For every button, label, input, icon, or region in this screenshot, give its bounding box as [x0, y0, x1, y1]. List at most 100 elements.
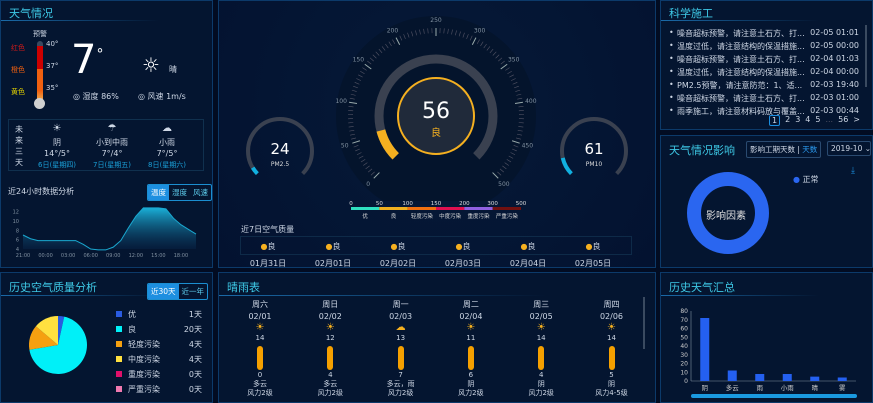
scale-label: 轻度污染 — [411, 212, 434, 220]
dial-tick: 500 — [498, 181, 510, 188]
bullet: • — [669, 80, 674, 89]
warning-level-label: 黄色 — [11, 88, 25, 96]
dial-tick-mark — [516, 133, 522, 136]
item-time: 02-04 01:03 — [810, 54, 859, 63]
pm25-progress — [251, 166, 259, 176]
list-item[interactable]: • PM2.5预警，请注意防范：1、适... 02-03 19:40 — [669, 80, 859, 92]
legend-label: 优 — [128, 310, 136, 319]
dial-tick-mark — [348, 106, 354, 108]
aqi-progress — [376, 129, 400, 160]
page-3[interactable]: 3 — [795, 115, 801, 124]
tab-1[interactable]: 近一年 — [181, 287, 205, 296]
tab-1[interactable]: 湿度 — [172, 188, 187, 197]
pie-slice[interactable] — [35, 316, 58, 345]
day-hi: 14 — [536, 334, 546, 342]
dial-tick-mark — [451, 29, 453, 35]
humidity-value: 86% — [101, 92, 119, 101]
aqi-gauges: 0 50 100 150 200 250 300 350 400 450 500 56 良 24 PM2.5… — [246, 16, 628, 201]
download-icon[interactable]: ⤓ — [851, 166, 855, 176]
tab-0[interactable]: 近30天 — [148, 284, 179, 299]
dial-tick-mark — [358, 74, 363, 78]
dial-tick-mark — [518, 106, 524, 108]
pm25-label: PM2.5 — [271, 161, 290, 168]
tab-days[interactable]: 天数 — [802, 145, 818, 154]
list-item[interactable]: • 雨季施工，请注意材料码放与覆盖... 02-03 00:44 — [669, 106, 859, 118]
panel-title: 科学施工 — [669, 7, 713, 20]
level-text: 良 — [267, 242, 276, 251]
bar[interactable] — [837, 377, 847, 382]
x-tick: 18:00 — [174, 253, 188, 259]
dial-tick-mark — [358, 155, 364, 159]
item-time: 02-05 01:01 — [810, 28, 859, 37]
pie-slice[interactable] — [58, 316, 65, 345]
page-2[interactable]: 2 — [785, 115, 791, 124]
bar[interactable] — [782, 374, 792, 381]
x-tick: 阴 — [702, 383, 709, 392]
aqi-level: 良 — [431, 126, 441, 139]
legend-swatch — [116, 371, 122, 377]
dial-tick-mark — [495, 54, 500, 59]
bar[interactable] — [810, 376, 820, 381]
x-tick: 小雨 — [781, 383, 795, 392]
dial-tick-mark — [385, 43, 389, 49]
day-d: 02/03 — [389, 312, 413, 321]
list-item[interactable]: • 噪音超标预警，请注意土石方、打... 02-05 01:01 — [669, 28, 859, 40]
pie-slice[interactable] — [29, 316, 87, 374]
temp-range-bar — [538, 346, 545, 370]
dial-tick-mark — [504, 162, 509, 166]
bar[interactable] — [727, 370, 737, 382]
page-4[interactable]: 4 — [805, 115, 811, 124]
zoom-slider[interactable] — [691, 394, 857, 398]
page-5[interactable]: 5 — [815, 115, 821, 124]
item-text: 雨季施工，请注意材料码放与覆盖... — [677, 107, 805, 116]
dial-tick: 150 — [353, 57, 365, 64]
list-item[interactable]: • 噪音超标预警，请注意土石方、打... 02-03 01:00 — [669, 93, 859, 105]
chevron-down-icon: ⌄ — [864, 144, 872, 153]
page-ellipsis[interactable]: ... — [825, 115, 834, 124]
legend-swatch — [116, 311, 122, 317]
x-tick: 03:00 — [61, 253, 75, 259]
bullet: • — [669, 28, 674, 37]
y-tick: 4 — [16, 247, 19, 253]
x-tick: 雾 — [839, 384, 846, 392]
temp-range-bar — [608, 346, 615, 370]
page-last[interactable]: 56 — [838, 115, 849, 124]
scale-segment — [379, 207, 408, 210]
bar[interactable] — [700, 318, 710, 381]
day-cond: 多云 — [323, 380, 338, 388]
warning-label: 预警 — [33, 30, 47, 38]
dial-tick-mark — [476, 39, 480, 45]
dial-tick-mark — [508, 155, 514, 159]
pie-slice[interactable] — [28, 326, 58, 350]
humidity-icon: ◎ — [73, 92, 80, 101]
tab-0[interactable]: 温度 — [148, 185, 169, 200]
day-cond: 多云 — [253, 380, 267, 388]
forecast-condition: 小雨 — [159, 138, 175, 147]
day-cond: 多云，雨 — [386, 380, 415, 388]
x-tick: 15:00 — [151, 253, 165, 259]
legend-normal[interactable]: ● 正常 — [793, 174, 819, 185]
dial-tick-mark — [455, 30, 457, 36]
item-time: 02-05 00:00 — [810, 41, 859, 50]
bar[interactable] — [755, 374, 765, 381]
dial-tick-mark — [458, 31, 461, 37]
scrollbar[interactable] — [643, 297, 645, 349]
scrollbar[interactable] — [865, 25, 867, 87]
list-item[interactable]: • 噪音超标预警，请注意土石方、打... 02-04 01:03 — [669, 54, 859, 66]
dial-tick-mark — [365, 165, 370, 170]
tab-impact-days[interactable]: 影响工期天数 — [750, 145, 795, 154]
dial-tick-mark — [415, 30, 417, 36]
item-text: 温度过低，请注意结构的保温措施... — [677, 42, 805, 51]
page-1[interactable]: 1 — [769, 115, 781, 126]
list-item[interactable]: • 温度过低，请注意结构的保温措施... 02-05 00:00 — [669, 41, 859, 53]
area-line — [22, 207, 197, 251]
dial-tick-mark — [363, 162, 368, 166]
month-select[interactable]: 2019-10 ⌄ — [827, 141, 871, 156]
panel-title: 天气情况影响 — [669, 144, 735, 157]
tab-2[interactable]: 风速 — [193, 188, 208, 197]
next-page-button[interactable]: > — [853, 115, 860, 124]
list-item[interactable]: • 温度过低，请注意结构的保温措施... 02-04 00:00 — [669, 67, 859, 79]
aq-pie-chart — [28, 316, 87, 374]
scale-tick: 100 — [402, 201, 413, 207]
sun-icon: ☀ — [255, 322, 265, 333]
